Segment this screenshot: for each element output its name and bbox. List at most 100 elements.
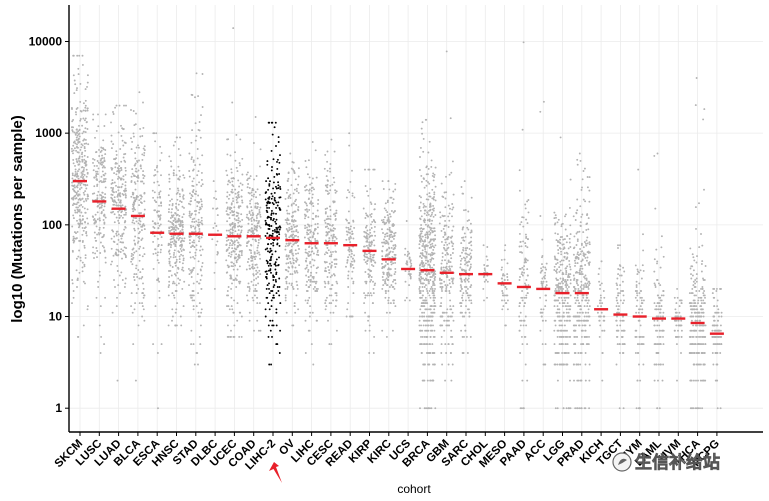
data-point: [556, 286, 559, 288]
data-point: [272, 241, 275, 244]
data-point: [228, 244, 231, 247]
data-point: [79, 256, 82, 259]
data-point: [273, 284, 276, 287]
data-point: [81, 158, 84, 161]
data-point: [420, 127, 423, 130]
data-point: [350, 250, 353, 253]
data-point: [196, 280, 199, 283]
data-point: [305, 274, 308, 277]
data-point: [113, 199, 116, 202]
data-point: [157, 222, 160, 225]
data-point: [372, 259, 375, 262]
data-point: [226, 183, 229, 186]
data-point: [249, 199, 252, 202]
data-point: [585, 294, 588, 297]
data-point: [425, 179, 428, 182]
data-point: [353, 196, 356, 199]
data-point: [368, 294, 371, 297]
data-point: [307, 286, 310, 288]
data-point: [420, 180, 423, 183]
data-point: [351, 194, 354, 197]
data-point: [586, 256, 589, 259]
data-point: [365, 244, 368, 247]
data-point: [368, 315, 370, 318]
data-point: [573, 259, 576, 262]
data-point: [426, 273, 429, 276]
data-point: [583, 167, 586, 170]
data-point: [77, 255, 80, 258]
data-point: [92, 218, 95, 221]
data-point: [227, 180, 230, 183]
data-point: [335, 258, 338, 261]
data-point: [92, 216, 95, 218]
data-point: [422, 206, 425, 209]
data-point: [75, 232, 77, 235]
data-point: [418, 247, 421, 250]
data-point: [75, 175, 78, 178]
data-point: [325, 261, 328, 264]
data-point: [71, 174, 74, 177]
data-point: [94, 252, 97, 255]
data-point: [575, 324, 578, 327]
data-point: [178, 258, 181, 261]
data-point: [168, 260, 171, 263]
data-point: [332, 235, 335, 238]
data-point: [182, 259, 185, 262]
data-point: [179, 230, 182, 233]
data-point: [388, 188, 391, 191]
data-point: [584, 264, 587, 266]
data-point: [171, 216, 174, 218]
data-point: [447, 261, 450, 263]
data-point: [450, 315, 453, 318]
data-point: [468, 254, 471, 256]
data-point: [175, 260, 178, 263]
data-point: [307, 270, 309, 273]
data-point: [267, 264, 270, 267]
data-point: [539, 215, 542, 217]
data-point: [234, 264, 237, 267]
data-point: [307, 329, 310, 332]
data-point: [226, 206, 229, 209]
data-point: [81, 222, 84, 225]
data-point: [349, 228, 352, 231]
data-point: [429, 209, 432, 212]
data-point: [102, 165, 105, 168]
data-point: [426, 237, 429, 240]
data-point: [506, 299, 509, 302]
data-point: [461, 299, 464, 302]
data-point: [588, 243, 591, 246]
data-point: [292, 254, 295, 257]
data-point: [373, 225, 376, 228]
data-point: [256, 226, 258, 229]
data-point: [383, 238, 385, 241]
data-point: [386, 271, 389, 274]
data-point: [334, 292, 337, 295]
data-point: [469, 252, 472, 255]
data-point: [248, 177, 251, 180]
data-point: [291, 257, 294, 260]
data-point: [308, 208, 311, 211]
data-point: [177, 189, 180, 192]
data-point: [248, 212, 251, 215]
data-point: [388, 286, 391, 288]
data-point: [298, 264, 301, 267]
data-point: [118, 186, 121, 189]
data-point: [347, 270, 350, 273]
data-point: [238, 206, 240, 209]
data-point: [426, 379, 429, 382]
data-point: [386, 211, 389, 214]
data-point: [177, 217, 180, 220]
data-point: [138, 254, 141, 257]
data-point: [583, 319, 586, 322]
data-point: [391, 250, 394, 253]
data-point: [434, 273, 437, 276]
data-point: [246, 179, 249, 182]
data-point-max: [387, 180, 390, 183]
data-point: [371, 302, 374, 305]
data-point: [306, 302, 309, 305]
data-point: [577, 379, 580, 382]
data-point: [191, 241, 194, 244]
data-point: [272, 181, 275, 184]
data-point: [246, 299, 249, 302]
data-point: [297, 252, 300, 255]
